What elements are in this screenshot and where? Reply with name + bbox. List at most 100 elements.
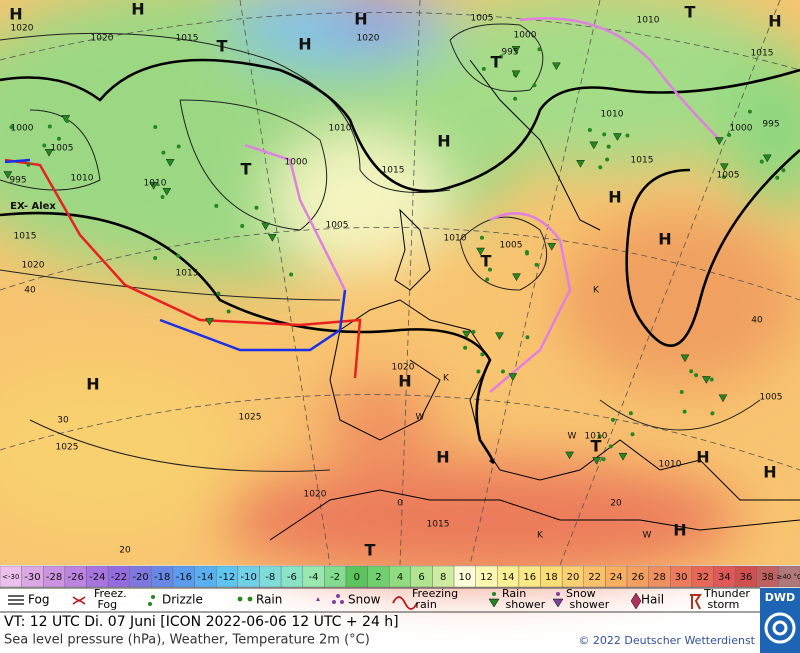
rain-symbol xyxy=(476,369,481,374)
scale-label: 0 xyxy=(354,572,360,583)
shower-symbol xyxy=(476,247,485,256)
rain-symbol xyxy=(606,144,611,149)
scale-label: -2 xyxy=(330,572,340,583)
scale-label: 30 xyxy=(675,572,688,583)
shower-symbol xyxy=(511,70,521,79)
map-label: 1015 xyxy=(631,156,654,166)
shower-symbol xyxy=(511,46,521,54)
map-label: 1010 xyxy=(637,16,660,26)
scale-label: -22 xyxy=(111,572,127,583)
rain-symbol xyxy=(602,132,607,137)
rain-symbol xyxy=(689,369,694,374)
rain-symbol xyxy=(240,224,245,229)
rain-symbol xyxy=(226,309,231,314)
map-label: 1015 xyxy=(176,34,199,44)
shower-symbol xyxy=(547,243,557,251)
rain-symbol xyxy=(587,128,592,133)
scale-label: 12 xyxy=(480,572,493,583)
rain-symbol xyxy=(9,125,14,130)
legend-label: Rain xyxy=(256,593,282,607)
rain-symbol xyxy=(625,133,630,138)
rain-symbol xyxy=(747,109,752,114)
occluded-front xyxy=(244,143,347,291)
map-label: 1015 xyxy=(751,49,774,59)
map-label: 1020 xyxy=(22,261,45,271)
rain-symbol xyxy=(781,168,786,173)
map-label: 20 xyxy=(610,499,622,509)
scale-label: -30 xyxy=(24,572,40,583)
shower-symbol xyxy=(508,373,518,381)
map-label: 1020 xyxy=(357,34,380,44)
legend-label: Rain shower xyxy=(502,587,546,611)
main-isobars xyxy=(0,58,800,464)
legend-icons xyxy=(8,592,702,610)
shower-symbol xyxy=(702,376,711,384)
map-label: 1020 xyxy=(91,34,114,44)
scale-label: -14 xyxy=(197,572,213,583)
scale-label: -12 xyxy=(219,572,235,583)
scale-label: 38 xyxy=(761,572,774,583)
map-label: 1005 xyxy=(760,393,783,403)
scale-label: 34 xyxy=(718,572,731,583)
map-label: 995 xyxy=(9,176,26,186)
pressure-center: H xyxy=(298,35,311,54)
map-label: 1000 xyxy=(285,158,308,168)
rain-symbol xyxy=(499,54,504,59)
legend-label: Thunder storm xyxy=(703,587,750,611)
shower-symbol xyxy=(512,273,521,282)
map-label: 40 xyxy=(24,286,36,296)
pressure-center: T xyxy=(217,37,228,56)
pressure-center: H xyxy=(608,188,621,207)
map-label: 30 xyxy=(57,416,69,426)
temperature-scale: <-30 -30 -28 -26 -24 -22 -20 -18 -16 -14 -12 -10 -8-… xyxy=(0,565,800,588)
pressure-center: T xyxy=(491,53,502,72)
rain-symbol xyxy=(537,47,542,52)
shower-symbol xyxy=(715,137,724,145)
map-label: 995 xyxy=(762,120,779,130)
map-label: 1000 xyxy=(730,124,753,134)
rain-symbol xyxy=(500,369,505,374)
logo-mark xyxy=(764,612,796,644)
rain-symbol xyxy=(485,277,490,282)
rain-symbol xyxy=(679,390,684,395)
map-label: 1025 xyxy=(239,413,262,423)
rain-symbol xyxy=(153,255,158,260)
scale-label: 18 xyxy=(545,572,558,583)
map-label: 20 xyxy=(119,546,131,556)
occluded-front xyxy=(489,17,721,393)
pressure-center: T xyxy=(365,541,376,560)
legend-label: Drizzle xyxy=(162,593,203,607)
shower-symbol xyxy=(592,457,602,465)
rain-symbol xyxy=(709,377,714,382)
map-label: 1005 xyxy=(471,14,494,24)
shower-symbol xyxy=(680,354,690,363)
pressure-center: T xyxy=(481,252,492,271)
logo: DWD xyxy=(765,591,795,604)
rain-symbol xyxy=(532,83,537,88)
map-label: 1000 xyxy=(11,124,34,134)
rain-symbol xyxy=(775,175,780,180)
rain-symbol xyxy=(65,119,70,124)
scale-label: 32 xyxy=(696,572,709,583)
map-label: 1000 xyxy=(514,31,537,41)
shower-symbol xyxy=(462,330,471,339)
scale-label: 16 xyxy=(523,572,536,583)
scale-label: -28 xyxy=(46,572,62,583)
map-label: 1010 xyxy=(71,174,94,184)
scale-label: 22 xyxy=(588,572,601,583)
rain-symbol xyxy=(42,143,47,148)
shower-symbol xyxy=(565,451,574,460)
rain-symbol xyxy=(56,136,61,141)
shower-symbol xyxy=(61,115,71,123)
shower-symbol xyxy=(44,149,54,157)
scale-label: <-30 xyxy=(2,573,19,581)
pressure-center: H xyxy=(354,10,367,29)
scale-label: -18 xyxy=(154,572,170,583)
map-label: 1010 xyxy=(329,124,352,134)
map-label: 1010 xyxy=(444,234,467,244)
shower-symbol xyxy=(149,181,158,190)
legend-label: Snow shower xyxy=(566,587,610,611)
rain-symbol xyxy=(597,434,602,439)
rain-symbol xyxy=(525,335,530,340)
scale-label: 28 xyxy=(653,572,666,583)
